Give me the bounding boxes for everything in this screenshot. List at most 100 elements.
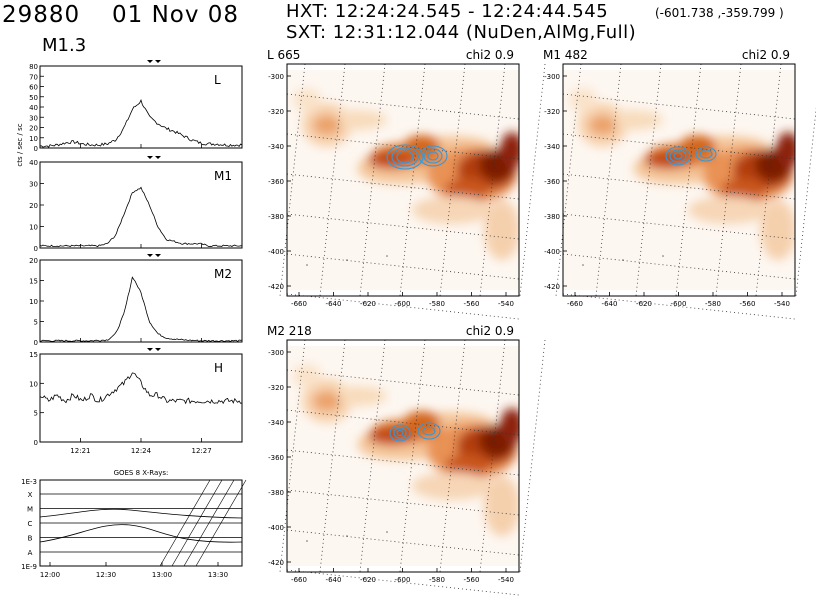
sxt-time: 12:31:12.044 bbox=[332, 22, 460, 43]
panel-frame bbox=[39, 353, 243, 443]
grid-latitude bbox=[562, 293, 796, 320]
sxt-line: SXT: 12:31:12.044 (NuDen,AlMg,Full) bbox=[286, 22, 636, 43]
y-tick-label: 5 bbox=[34, 410, 38, 418]
goes-hatch-line bbox=[183, 479, 235, 567]
grid-longitude bbox=[319, 63, 346, 297]
grid-latitude bbox=[562, 253, 796, 280]
y-tick-label: 30 bbox=[29, 114, 38, 122]
map-chi2: chi2 0.9 bbox=[742, 48, 790, 62]
hxt-contour bbox=[396, 150, 414, 164]
map-x-tick-label: -580 bbox=[705, 300, 721, 308]
map-title: L 665 bbox=[267, 48, 300, 62]
map-x-tick-label: -640 bbox=[326, 300, 342, 308]
goes-title: GOES 8 X-Rays: bbox=[114, 469, 169, 477]
map-frame bbox=[562, 63, 796, 297]
map-x-tick-label: -660 bbox=[291, 300, 307, 308]
grid-latitude bbox=[286, 253, 520, 280]
panel-frame bbox=[39, 259, 243, 343]
map-y-tick-label: -400 bbox=[544, 248, 560, 256]
hxt-contour bbox=[695, 146, 717, 162]
grid-longitude bbox=[519, 339, 546, 573]
goes-class-label: C bbox=[28, 520, 33, 528]
map-y-tick-label: -360 bbox=[544, 178, 560, 186]
goes-x-tick-label: 13:00 bbox=[152, 571, 172, 579]
map-y-tick-label: -320 bbox=[268, 108, 284, 116]
hxt-contour bbox=[665, 146, 691, 166]
map-panel-L: L 665 chi2 0.9 -660 -640 -620 -600 -580 -560 -54… bbox=[267, 48, 546, 320]
map-x-tick-label: -600 bbox=[395, 300, 411, 308]
series-line-M2 bbox=[39, 276, 243, 343]
grid-latitude bbox=[286, 369, 520, 396]
grid-longitude bbox=[479, 339, 506, 573]
map-panel-M2: M2 218 chi2 0.9 -660 -640 -620 -600 -580 -560 -5… bbox=[267, 324, 546, 596]
grid-latitude bbox=[286, 93, 520, 120]
y-tick-label: 80 bbox=[29, 63, 38, 71]
hxt-contour bbox=[389, 424, 411, 442]
grid-longitude bbox=[439, 63, 466, 297]
hxt-line: HXT: 12:24:24.545 - 12:24:44.545 bbox=[286, 1, 608, 22]
series-line-L bbox=[39, 98, 243, 148]
map-x-tick-label: -540 bbox=[498, 576, 514, 584]
grid-latitude bbox=[286, 449, 520, 476]
map-y-tick-label: -360 bbox=[268, 454, 284, 462]
grid-latitude bbox=[286, 529, 520, 556]
y-tick-label: 20 bbox=[29, 257, 38, 265]
event-id: 29880 bbox=[2, 2, 81, 28]
goes-short-channel bbox=[39, 524, 243, 543]
goes-x-tick-label: 13:30 bbox=[208, 571, 228, 579]
interval-marker bbox=[147, 156, 161, 159]
interval-marker bbox=[147, 254, 161, 257]
map-x-tick-label: -660 bbox=[291, 576, 307, 584]
hxt-label: HXT: bbox=[286, 1, 329, 22]
x-tick-label: 12:27 bbox=[192, 447, 212, 455]
lightcurve-panel-L: 0 10 20 30 40 50 60 70 80 L bbox=[29, 60, 243, 153]
hxt-contour bbox=[396, 429, 404, 437]
map-x-tick-label: -620 bbox=[636, 300, 652, 308]
y-tick-label: 10 bbox=[29, 135, 38, 143]
map-x-tick-label: -580 bbox=[429, 576, 445, 584]
image-maps: L 665 chi2 0.9 -660 -640 -620 -600 -580 -560 -54… bbox=[267, 48, 816, 596]
map-y-tick-label: -380 bbox=[268, 489, 284, 497]
map-y-tick-label: -340 bbox=[544, 143, 560, 151]
y-tick-label: 70 bbox=[29, 73, 38, 81]
map-y-tick-label: -300 bbox=[268, 349, 284, 357]
hxt-contour bbox=[418, 145, 448, 167]
lightcurve-panel-H: 0 5 10 15 H bbox=[29, 348, 243, 447]
interval-marker bbox=[147, 60, 161, 63]
goes-ybottom: 1E-9 bbox=[21, 563, 37, 571]
hxt-coords: (-601.738 ,-359.799 ) bbox=[655, 6, 784, 20]
y-tick-label: 20 bbox=[29, 125, 38, 133]
goes-hatch-line bbox=[171, 479, 223, 567]
y-tick-label: 0 bbox=[34, 439, 38, 447]
interval-marker bbox=[147, 348, 161, 351]
goes-x-tick-label: 12:00 bbox=[40, 571, 60, 579]
hxt-contour bbox=[423, 148, 443, 164]
goes-class-label: B bbox=[28, 535, 33, 543]
map-panel-M1: M1 482 chi2 0.9 -660 -640 -620 -600 -580 -560 -5… bbox=[543, 48, 816, 320]
map-x-tick-label: -580 bbox=[429, 300, 445, 308]
grid-latitude bbox=[286, 213, 520, 240]
x-tick-label: 12:21 bbox=[70, 447, 90, 455]
map-x-tick-label: -540 bbox=[498, 300, 514, 308]
grid-longitude bbox=[359, 339, 386, 573]
sxt-params: (NuDen,AlMg,Full) bbox=[465, 22, 637, 43]
y-tick-label: 15 bbox=[29, 351, 38, 359]
goes-hatch-line bbox=[159, 479, 211, 567]
grid-longitude bbox=[795, 106, 816, 297]
goes-x-tick-label: 12:30 bbox=[96, 571, 116, 579]
map-frame bbox=[286, 63, 520, 297]
band-label: M2 bbox=[214, 267, 232, 281]
grid-longitude bbox=[399, 339, 426, 573]
map-y-tick-label: -340 bbox=[268, 143, 284, 151]
y-tick-label: 20 bbox=[29, 202, 38, 210]
hxt-contour bbox=[427, 151, 439, 161]
grid-latitude bbox=[286, 173, 520, 200]
map-y-tick-label: -360 bbox=[268, 178, 284, 186]
goes-class-label: A bbox=[28, 549, 33, 557]
grid-latitude bbox=[562, 93, 796, 120]
map-y-tick-label: -420 bbox=[268, 559, 284, 567]
hxt-contour bbox=[673, 152, 683, 160]
map-title: M2 218 bbox=[267, 324, 312, 338]
band-label: L bbox=[214, 73, 221, 87]
